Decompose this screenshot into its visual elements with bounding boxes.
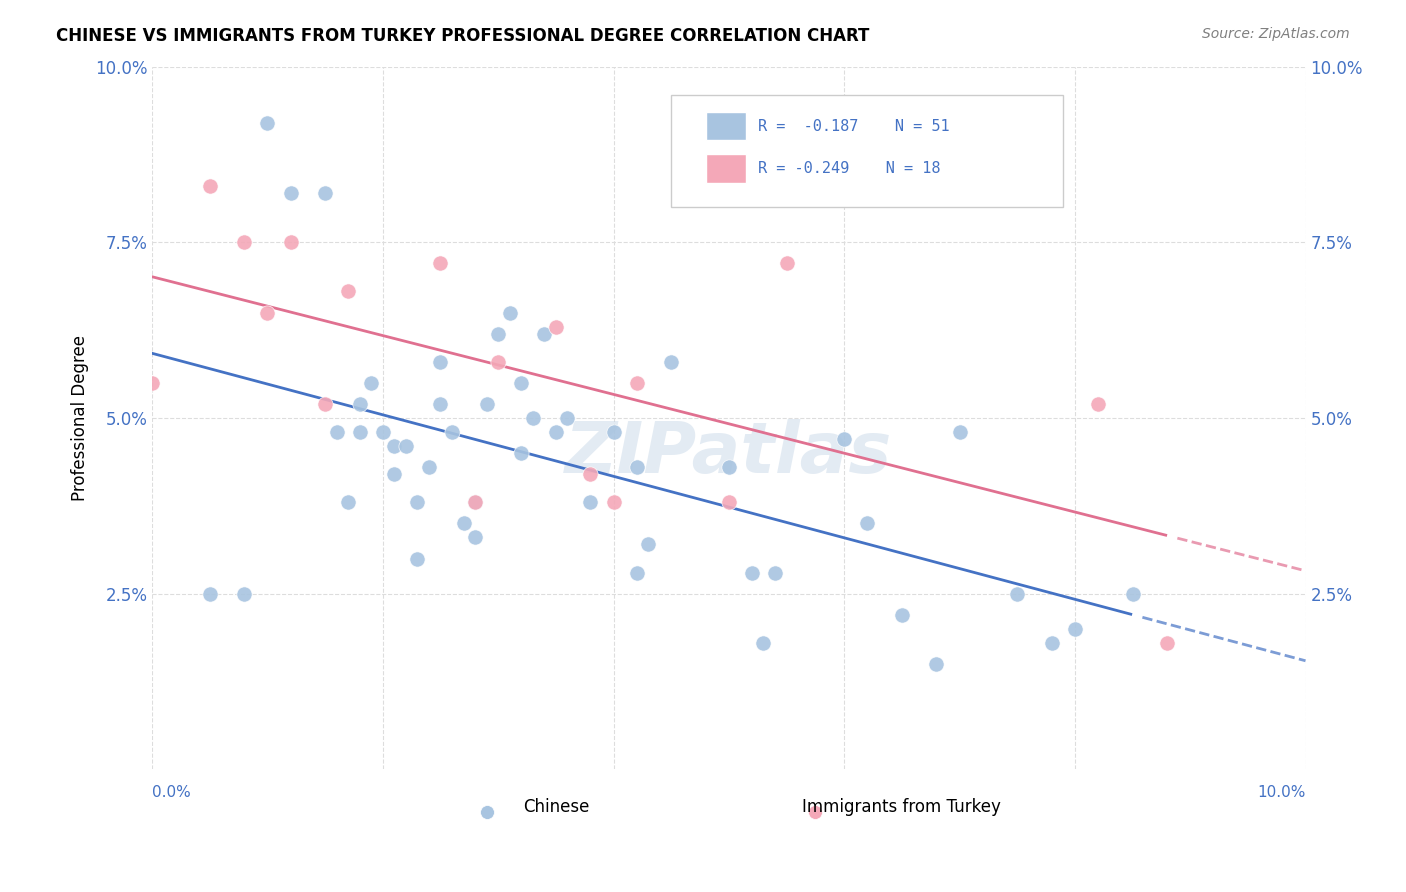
Point [233,235,256,250]
Point [659,355,682,369]
Point [602,495,624,509]
Text: 0.0%: 0.0% [152,786,191,800]
Point [464,495,486,509]
Point [395,439,418,453]
Point [1087,397,1109,411]
Point [441,425,464,439]
Point [741,566,763,580]
Point [1040,636,1063,650]
Point [349,425,371,439]
Text: ZIPatlas: ZIPatlas [565,418,893,488]
Point [475,397,498,411]
Point [1063,622,1085,636]
Text: R =  -0.187    N = 51: R = -0.187 N = 51 [758,119,949,134]
FancyBboxPatch shape [706,112,747,140]
Point [544,425,567,439]
Point [626,566,648,580]
Point [337,495,360,509]
Point [406,495,429,509]
Point [464,531,486,545]
Point [510,446,533,460]
Text: R = -0.249    N = 18: R = -0.249 N = 18 [758,161,941,176]
Point [832,432,855,446]
Point [717,460,740,475]
Y-axis label: Professional Degree: Professional Degree [72,335,89,501]
Point [337,285,360,299]
Point [925,657,948,671]
Point [602,425,624,439]
Point [453,516,475,531]
Point [429,355,451,369]
Point [233,587,256,601]
Point [522,411,544,425]
Point [429,256,451,270]
Text: 10.0%: 10.0% [1257,786,1306,800]
Point [486,355,509,369]
Point [382,467,405,482]
Point [626,460,648,475]
Point [280,186,302,200]
Point [429,397,451,411]
Text: Chinese: Chinese [523,797,589,815]
Point [382,439,405,453]
Point [544,319,567,334]
Text: Source: ZipAtlas.com: Source: ZipAtlas.com [1202,27,1350,41]
Point [360,376,382,390]
Point [486,326,509,341]
Point [256,305,278,319]
Point [557,411,579,425]
Point [256,116,278,130]
FancyBboxPatch shape [671,95,1063,207]
Point [775,256,797,270]
Point [717,495,740,509]
Point [406,551,429,566]
Point [948,425,970,439]
Point [314,397,336,411]
Point [280,235,302,250]
Point [499,305,522,319]
Point [198,179,221,194]
Point [856,516,879,531]
Point [533,326,555,341]
Point [890,607,912,622]
Point [626,376,648,390]
Point [314,186,336,200]
Point [418,460,440,475]
Point [464,495,486,509]
Point [752,636,775,650]
Text: CHINESE VS IMMIGRANTS FROM TURKEY PROFESSIONAL DEGREE CORRELATION CHART: CHINESE VS IMMIGRANTS FROM TURKEY PROFES… [56,27,870,45]
Point [349,397,371,411]
Point [325,425,347,439]
Point [637,537,659,551]
Point [763,566,786,580]
Point [1156,636,1178,650]
Text: Immigrants from Turkey: Immigrants from Turkey [803,797,1001,815]
Point [510,376,533,390]
FancyBboxPatch shape [706,154,747,183]
Point [579,467,602,482]
Point [579,495,602,509]
Point [371,425,394,439]
Point [1005,587,1028,601]
Point [141,376,163,390]
Point [198,587,221,601]
Point [1121,587,1143,601]
